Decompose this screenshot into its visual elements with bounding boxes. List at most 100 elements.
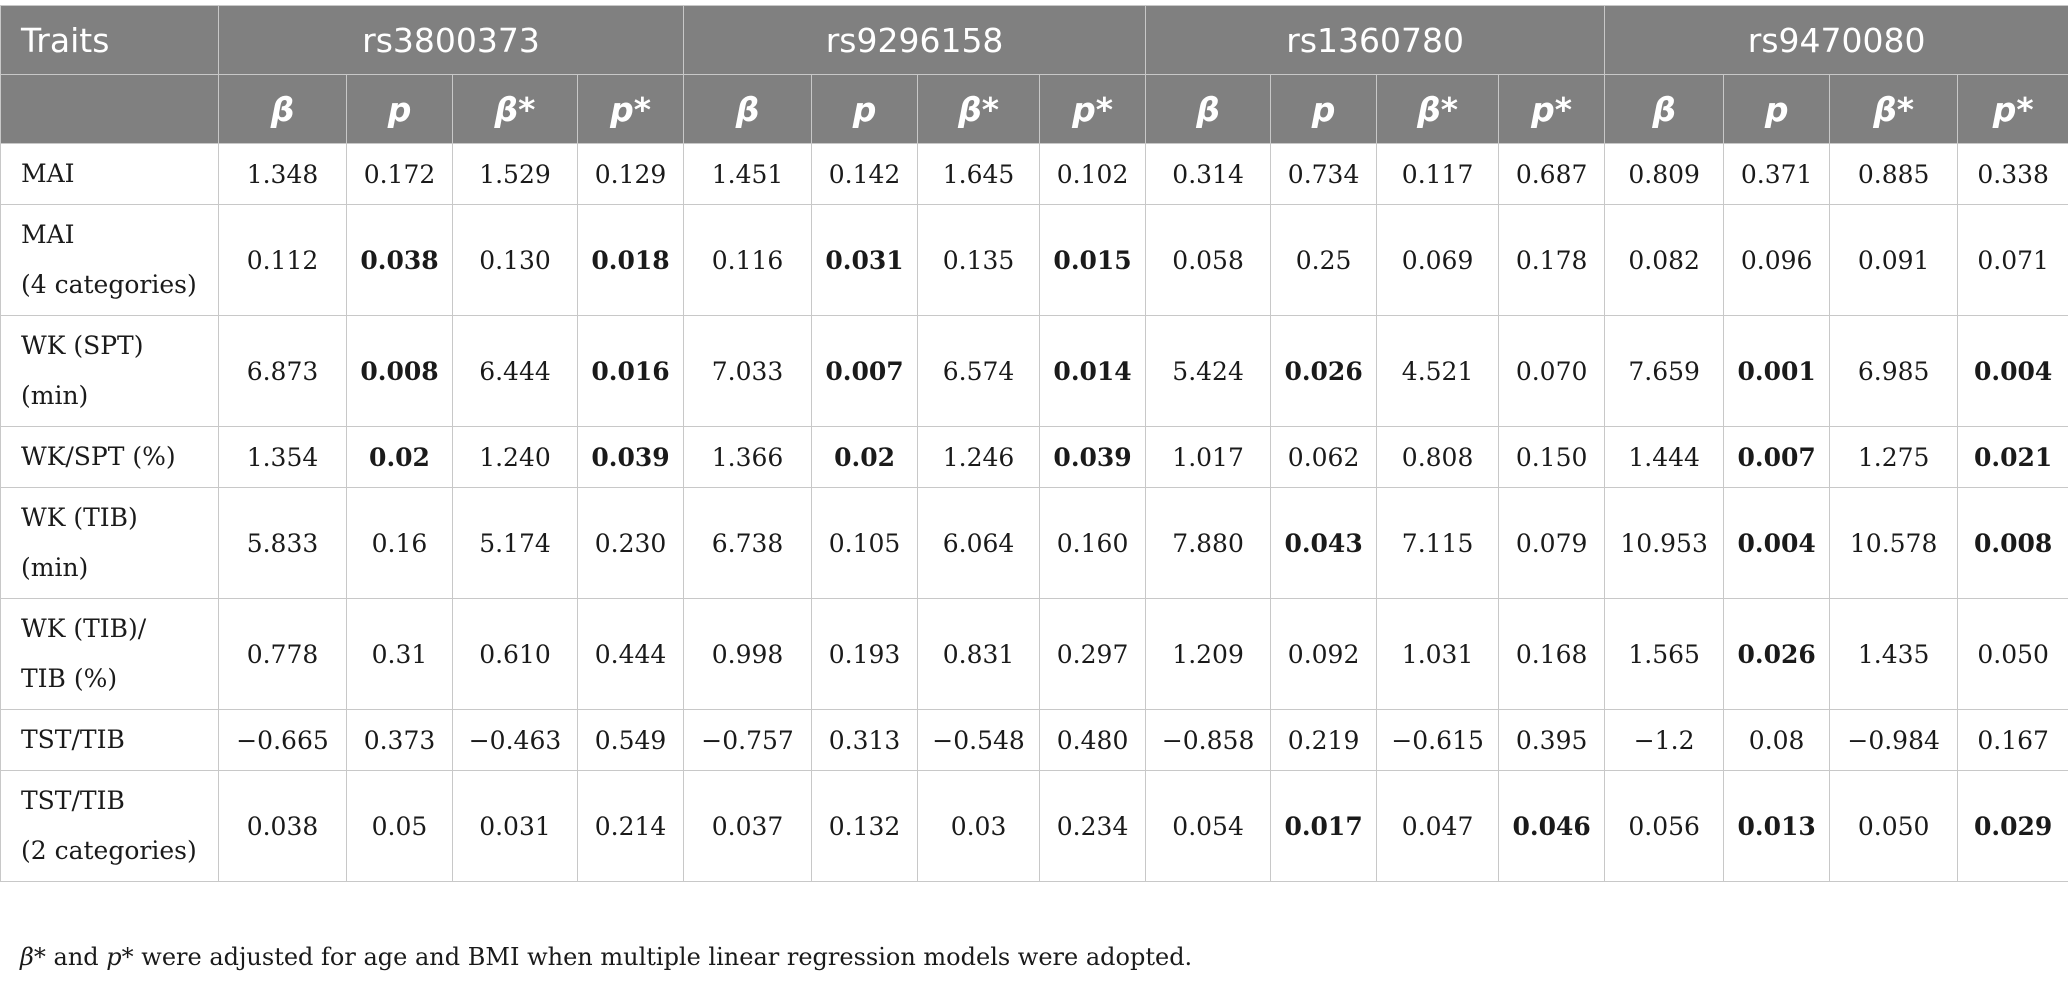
snp-header: rs3800373 [217,5,685,75]
value-cell: 7.880 [1145,487,1272,599]
value-cell: 0.549 [576,709,685,771]
value-cell: 0.102 [1039,143,1147,205]
value-cell: 5.424 [1145,315,1272,427]
trait-cell: WK (SPT) (min) [0,315,219,427]
value-cell: 0.014 [1039,315,1147,427]
value-cell: 1.017 [1145,426,1272,488]
footnote-text: were adjusted for age and BMI when multi… [133,943,1193,971]
value-cell: 0.16 [346,487,453,599]
footnote-p-symbol: p* [106,943,134,971]
value-cell: 0.297 [1039,598,1147,710]
trait-label: TIB (%) [21,664,118,693]
value-cell: 0.026 [1270,315,1378,427]
table-body: MAI 1.348 0.172 1.529 0.129 1.451 0.142 1.645 0.… [0,143,2068,882]
value-cell: 0.230 [576,487,685,599]
value-cell: −0.665 [218,709,347,771]
value-cell: 0.178 [1498,204,1606,316]
beta-adj-header: β* [1376,74,1500,144]
value-cell: 0.172 [346,143,453,205]
beta-adj-header: β* [917,74,1041,144]
table-row: WK (TIB)/ TIB (%) 0.778 0.31 0.610 0.444 0.998… [0,598,2068,710]
value-cell: 0.885 [1829,143,1959,205]
beta-adj-header: β* [452,74,578,144]
trait-label: WK (SPT) [21,331,144,360]
footnote-and: and [45,943,107,971]
value-cell: 0.018 [576,204,685,316]
value-cell: 0.015 [1039,204,1147,316]
p-header: p [1270,74,1378,144]
value-cell: 0.056 [1604,770,1725,882]
value-cell: −0.984 [1829,709,1959,771]
table-row: WK (TIB) (min) 5.833 0.16 5.174 0.230 6.738 0.1… [0,487,2068,599]
value-cell: 1.354 [218,426,347,488]
value-cell: −0.858 [1145,709,1272,771]
value-cell: 0.314 [1145,143,1272,205]
table-row: TST/TIB −0.665 0.373 −0.463 0.549 −0.757 0.313… [0,709,2068,771]
value-cell: 5.833 [218,487,347,599]
traits-header: Traits [0,5,219,75]
value-cell: 7.033 [683,315,813,427]
trait-cell: WK (TIB) (min) [0,487,219,599]
beta-adj-header: β* [1829,74,1959,144]
value-cell: 7.115 [1376,487,1500,599]
value-cell: 0.135 [917,204,1041,316]
value-cell: 0.031 [452,770,578,882]
value-cell: 0.039 [576,426,685,488]
value-cell: 0.096 [1723,204,1831,316]
value-cell: 0.112 [218,204,347,316]
value-cell: 0.001 [1723,315,1831,427]
value-cell: 0.214 [576,770,685,882]
value-cell: 0.219 [1270,709,1378,771]
value-cell: 0.998 [683,598,813,710]
trait-cell: TST/TIB (2 categories) [0,770,219,882]
p-adj-header: p* [576,74,685,144]
value-cell: 0.037 [683,770,813,882]
value-cell: 0.008 [346,315,453,427]
stat-header-row: β p β* p* β p β* p* β p β* p* β p β* p* [0,74,2068,144]
value-cell: 0.071 [1957,204,2068,316]
trait-cell: MAI [0,143,219,205]
value-cell: 1.529 [452,143,578,205]
value-cell: −0.463 [452,709,578,771]
trait-label: MAI [21,220,75,249]
trait-cell: WK/SPT (%) [0,426,219,488]
value-cell: 0.091 [1829,204,1959,316]
value-cell: 0.047 [1376,770,1500,882]
value-cell: 0.02 [346,426,453,488]
value-cell: 0.070 [1498,315,1606,427]
value-cell: 0.809 [1604,143,1725,205]
value-cell: 0.026 [1723,598,1831,710]
value-cell: 0.234 [1039,770,1147,882]
value-cell: 0.193 [811,598,919,710]
value-cell: 0.004 [1723,487,1831,599]
beta-header: β [1145,74,1272,144]
snp-header-row: Traits rs3800373 rs9296158 rs1360780 rs9… [0,5,2068,75]
empty-header-cell [0,74,219,144]
value-cell: 1.645 [917,143,1041,205]
value-cell: 6.574 [917,315,1041,427]
value-cell: 0.02 [811,426,919,488]
table-row: WK/SPT (%) 1.354 0.02 1.240 0.039 1.366 0.02 1.… [0,426,2068,488]
value-cell: 0.013 [1723,770,1831,882]
trait-label: TST/TIB [21,725,125,754]
value-cell: 1.451 [683,143,813,205]
association-table: Traits rs3800373 rs9296158 rs1360780 rs9… [0,5,2068,882]
value-cell: 0.038 [218,770,347,882]
value-cell: 0.105 [811,487,919,599]
value-cell: 0.444 [576,598,685,710]
value-cell: 0.480 [1039,709,1147,771]
value-cell: 0.116 [683,204,813,316]
value-cell: 0.167 [1957,709,2068,771]
value-cell: 6.064 [917,487,1041,599]
value-cell: 6.873 [218,315,347,427]
beta-header: β [683,74,813,144]
value-cell: −1.2 [1604,709,1725,771]
value-cell: 1.209 [1145,598,1272,710]
value-cell: 0.004 [1957,315,2068,427]
value-cell: 0.05 [346,770,453,882]
value-cell: 0.778 [218,598,347,710]
value-cell: 1.031 [1376,598,1500,710]
value-cell: 0.31 [346,598,453,710]
value-cell: 6.444 [452,315,578,427]
value-cell: −0.615 [1376,709,1500,771]
